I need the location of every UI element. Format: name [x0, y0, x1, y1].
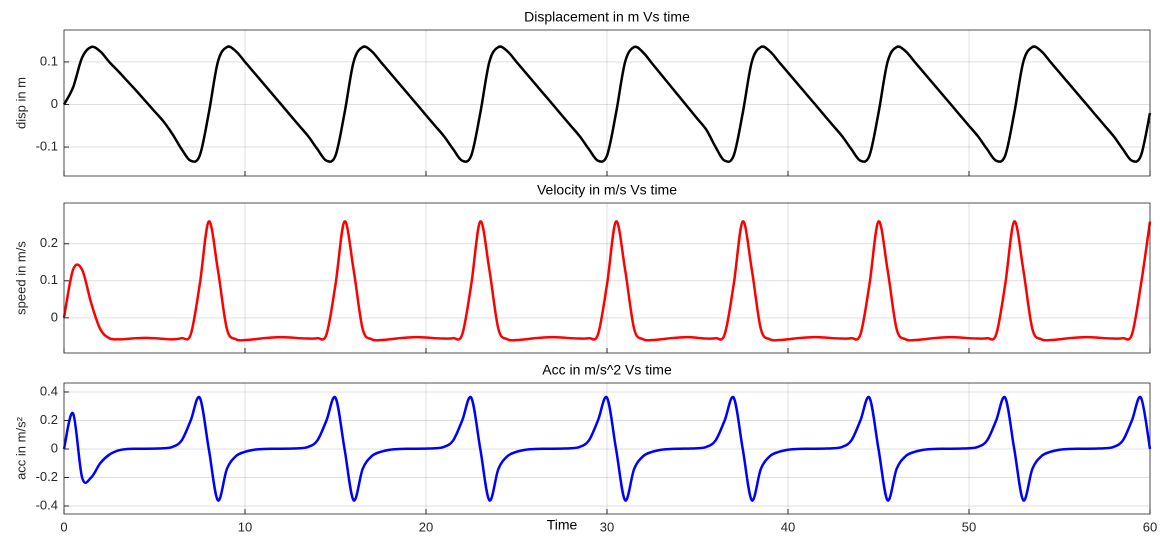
y-tick-label: 0 — [51, 309, 58, 324]
y-tick-label: -0.2 — [36, 469, 58, 484]
chart-title: Acc in m/s^2 Vs time — [542, 362, 672, 378]
chart-title: Displacement in m Vs time — [524, 9, 690, 25]
data-line — [62, 395, 1152, 502]
y-axis-label: disp in m — [13, 77, 28, 129]
x-tick-label: 40 — [781, 519, 795, 534]
y-tick-label: 0 — [51, 440, 58, 455]
x-tick-label: 20 — [419, 519, 433, 534]
y-tick-label: 0.1 — [40, 272, 58, 287]
y-axis-label: speed in m/s — [13, 241, 28, 315]
y-tick-label: 0 — [51, 96, 58, 111]
x-tick-label: 10 — [238, 519, 252, 534]
y-tick-label: 0.1 — [40, 53, 58, 68]
axes-box — [63, 202, 1151, 354]
chart-title: Velocity in m/s Vs time — [537, 182, 677, 198]
data-line — [62, 220, 1152, 342]
x-tick-label: 30 — [600, 519, 614, 534]
x-tick-label: 60 — [1143, 519, 1157, 534]
x-tick-label: 50 — [962, 519, 976, 534]
y-tick-label: 0.2 — [40, 235, 58, 250]
data-line — [62, 45, 1152, 164]
y-tick-label: -0.4 — [36, 497, 58, 512]
axes-box — [63, 382, 1151, 515]
y-tick-label: 0.2 — [40, 412, 58, 427]
x-axis-label: Time — [547, 517, 578, 533]
y-tick-label: 0.4 — [40, 383, 58, 398]
y-tick-label: -0.1 — [36, 138, 58, 153]
x-tick-label: 0 — [60, 519, 67, 534]
y-axis-label: acc in m/s² — [13, 416, 28, 480]
axes-box — [63, 29, 1151, 177]
